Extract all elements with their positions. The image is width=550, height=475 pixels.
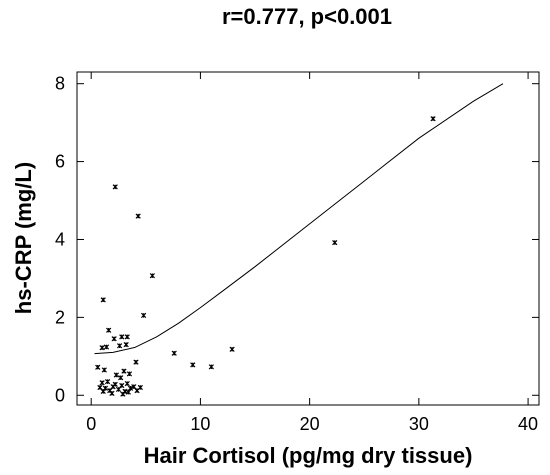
data-point [332, 239, 338, 246]
data-point [113, 372, 119, 378]
data-point [99, 345, 105, 351]
data-points [95, 116, 436, 397]
data-point [149, 273, 155, 279]
data-point [101, 367, 107, 373]
data-point [124, 334, 130, 340]
data-point [124, 380, 130, 387]
data-point [106, 327, 112, 333]
y-tick-label: 6 [55, 152, 65, 172]
data-point [135, 213, 141, 219]
data-point [119, 334, 125, 340]
x-tick-label: 40 [518, 414, 538, 434]
data-point [123, 342, 129, 348]
data-point [229, 346, 235, 352]
data-point [125, 389, 131, 395]
plot-frame [76, 71, 540, 406]
data-point [171, 350, 177, 356]
y-tick-label: 4 [55, 229, 65, 249]
fit-curve [94, 83, 504, 355]
x-axis-label: Hair Cortisol (pg/mg dry tissue) [144, 443, 473, 468]
x-tick-label: 20 [300, 414, 320, 434]
data-point [208, 364, 214, 370]
data-point [100, 388, 106, 394]
axis-tick-labels: 0 10 20 30 40 0 2 4 6 8 [55, 74, 538, 434]
data-point [118, 375, 124, 381]
data-point [120, 391, 126, 397]
axis-ticks [77, 72, 539, 405]
data-point [103, 344, 110, 350]
data-point [116, 343, 123, 349]
x-tick-label: 0 [86, 414, 96, 434]
data-point [109, 390, 115, 396]
data-point [112, 381, 118, 387]
chart-title: r=0.777, p<0.001 [222, 4, 392, 29]
data-point [99, 380, 105, 386]
data-point [126, 371, 133, 377]
data-point [430, 116, 436, 122]
data-point [112, 184, 118, 190]
data-point [137, 384, 143, 391]
data-point [100, 297, 106, 303]
y-tick-label: 2 [55, 307, 65, 327]
data-point [127, 385, 134, 391]
data-point [95, 364, 101, 370]
data-point [133, 359, 139, 365]
data-point [140, 312, 147, 319]
data-point [104, 379, 111, 385]
y-axis-label: hs-CRP (mg/L) [11, 162, 36, 314]
data-point [121, 368, 127, 374]
data-point [190, 362, 196, 368]
data-point [111, 336, 117, 342]
y-tick-label: 8 [55, 74, 65, 94]
y-tick-label: 0 [55, 385, 65, 405]
data-point [119, 382, 125, 389]
x-tick-label: 10 [190, 414, 210, 434]
x-tick-label: 30 [409, 414, 429, 434]
